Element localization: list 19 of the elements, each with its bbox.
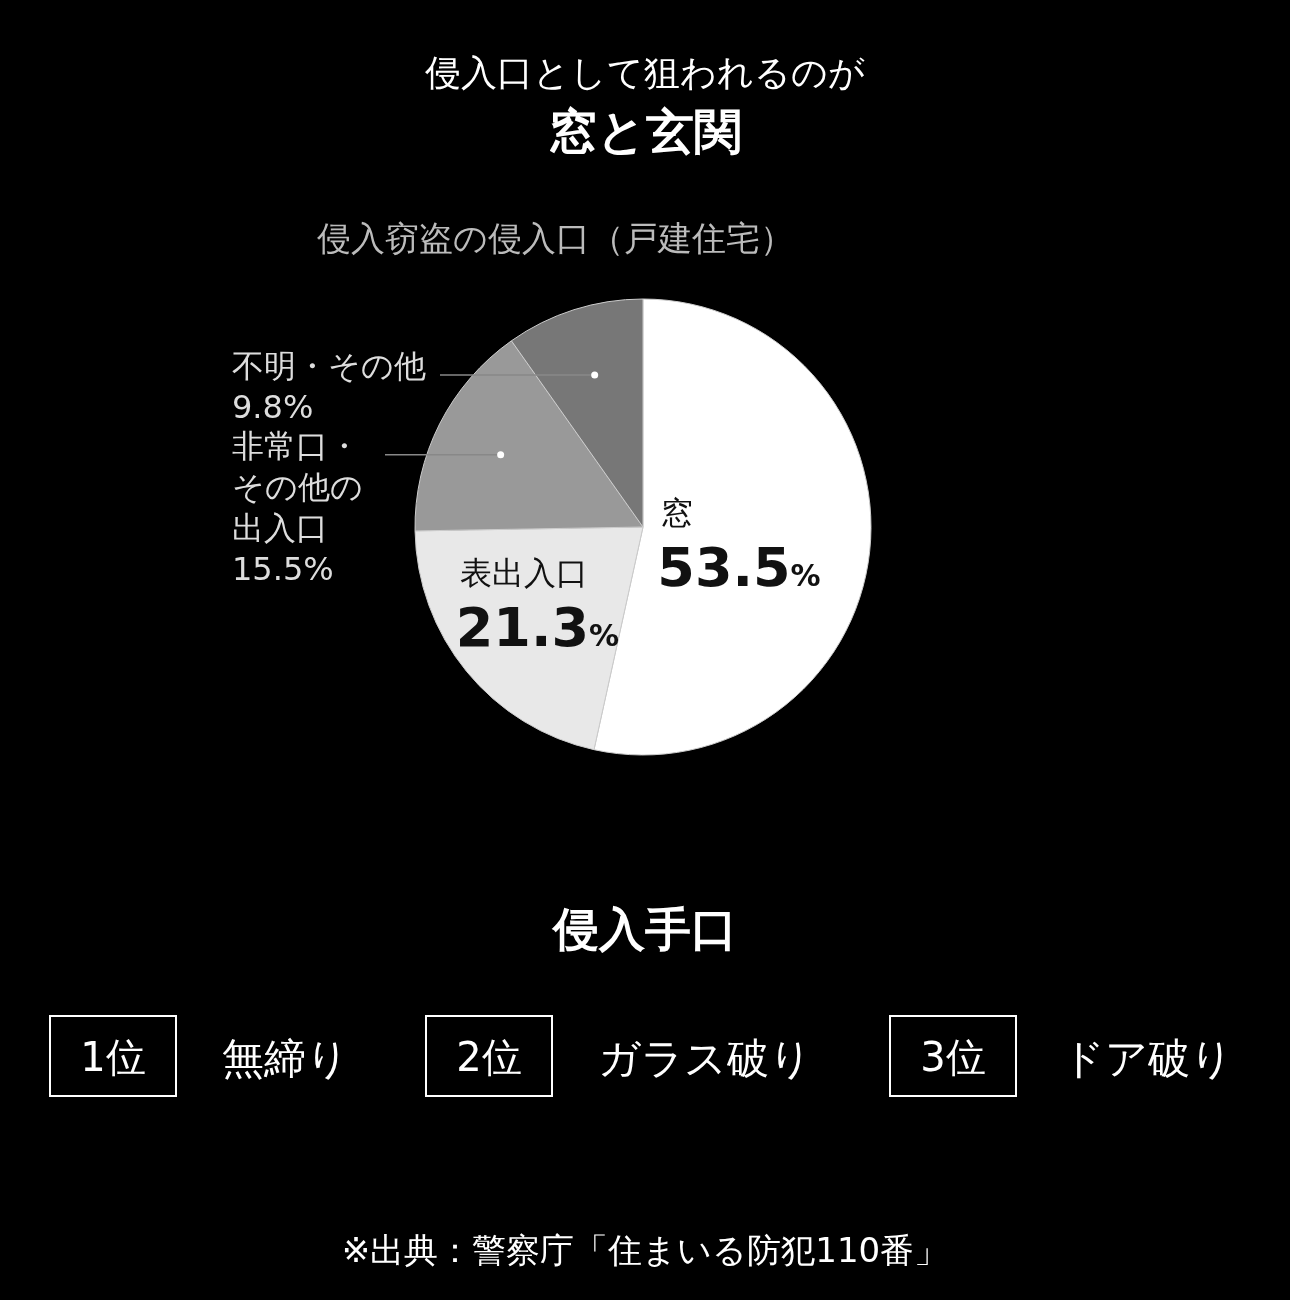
data-label: 9.8% [232,387,314,426]
text: ※出典：警察庁「住まいる防犯110番」 [341,1230,949,1270]
slice-label: 表出入口 [459,554,588,593]
category-label: 2位 [456,1034,522,1080]
data-label: 53.5% [657,536,821,600]
data-label: 21.3% [455,596,620,660]
text: 無締り [222,1034,349,1083]
chart-title: 侵入窃盗の侵入口（戸建住宅） [316,218,794,258]
slice-label: 窓 [661,494,694,533]
category-label: 1位 [80,1034,146,1080]
text: 侵入手口 [551,902,737,956]
text: ドア破り [1062,1034,1233,1083]
text: ガラス破り [598,1034,812,1083]
data-label: 15.5% [232,549,334,588]
slice-label: 非常口・その他の出入口 [232,426,363,547]
text: 窓と玄関 [548,103,742,159]
category-label: 3位 [920,1034,986,1080]
slice-label: 不明・その他 [232,346,426,385]
text: 侵入口として狙われるのが [425,52,865,93]
